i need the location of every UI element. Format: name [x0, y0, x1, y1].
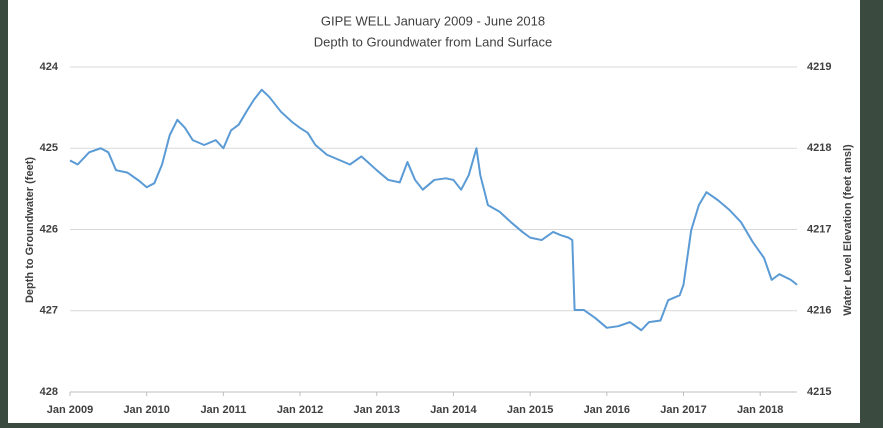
y2-tick-label: 4218 — [807, 142, 831, 154]
y-tick-label: 428 — [40, 386, 58, 398]
x-tick-label: Jan 2014 — [430, 404, 477, 416]
y-tick-label: 425 — [40, 142, 58, 154]
chart: GIPE WELL January 2009 - June 2018 Depth… — [0, 0, 883, 423]
y-axis-label: Depth to Groundwater (feet) — [24, 157, 36, 303]
x-tick-label: Jan 2015 — [507, 404, 553, 416]
x-tick-label: Jan 2012 — [277, 404, 323, 416]
x-tick-label: Jan 2018 — [737, 404, 783, 416]
x-tick-label: Jan 2009 — [47, 404, 93, 416]
y2-tick-label: 4215 — [807, 386, 831, 398]
y-tick-label: 426 — [40, 223, 58, 235]
y2-tick-label: 4216 — [807, 305, 831, 317]
x-tick-label: Jan 2016 — [584, 404, 630, 416]
y-tick-label: 427 — [40, 305, 58, 317]
chart-subtitle: Depth to Groundwater from Land Surface — [314, 34, 552, 49]
x-tick-label: Jan 2013 — [354, 404, 400, 416]
y2-tick-label: 4219 — [807, 61, 831, 73]
x-tick-label: Jan 2011 — [200, 404, 246, 416]
y2-tick-label: 4217 — [807, 223, 831, 235]
y2-axis-label: Water Level Elevation (feet amsl) — [842, 144, 854, 316]
x-tick-label: Jan 2017 — [660, 404, 706, 416]
y-tick-label: 424 — [40, 61, 59, 73]
x-tick-label: Jan 2010 — [123, 404, 169, 416]
chart-title: GIPE WELL January 2009 - June 2018 — [321, 13, 545, 28]
